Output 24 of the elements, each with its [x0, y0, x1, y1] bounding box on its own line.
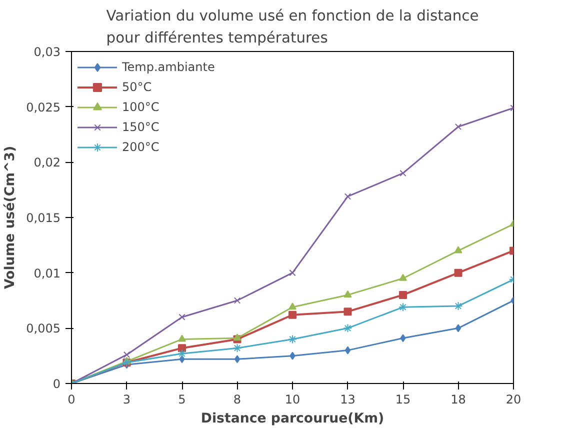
legend-label: 150°C	[122, 120, 160, 134]
x-tick-label: 15	[395, 392, 411, 406]
x-tick-label: 3	[122, 392, 131, 406]
chart-title: Variation du volume usé en fonction de la distance pour différentes températures	[106, 7, 479, 46]
x-tick-label: 5	[178, 392, 186, 406]
y-tick-label: 0,03	[34, 45, 60, 59]
x-tick-label: 0	[68, 392, 76, 406]
legend-label: 200°C	[122, 140, 160, 154]
y-tick-label: 0,02	[34, 156, 60, 170]
y-tick-label: 0,005	[26, 322, 61, 336]
y-tick-label: 0,01	[34, 266, 60, 280]
legend-label: 100°C	[122, 100, 160, 114]
y-axis-title: Volume usé(Cm^3)	[3, 146, 18, 290]
x-tick-label: 8	[233, 392, 242, 406]
legend-label: Temp.ambiante	[122, 60, 215, 74]
x-tick-label: 10	[284, 392, 300, 406]
x-axis-title: Distance parcourue(Km)	[200, 412, 384, 426]
y-tick-label: 0,025	[26, 100, 61, 114]
x-tick-label: 13	[340, 392, 356, 406]
x-tick-label: 20	[506, 392, 522, 406]
legend-label: 50°C	[122, 80, 152, 94]
y-tick-label: 0	[52, 377, 61, 391]
y-tick-label: 0,015	[26, 211, 61, 225]
x-tick-label: 18	[450, 392, 466, 406]
